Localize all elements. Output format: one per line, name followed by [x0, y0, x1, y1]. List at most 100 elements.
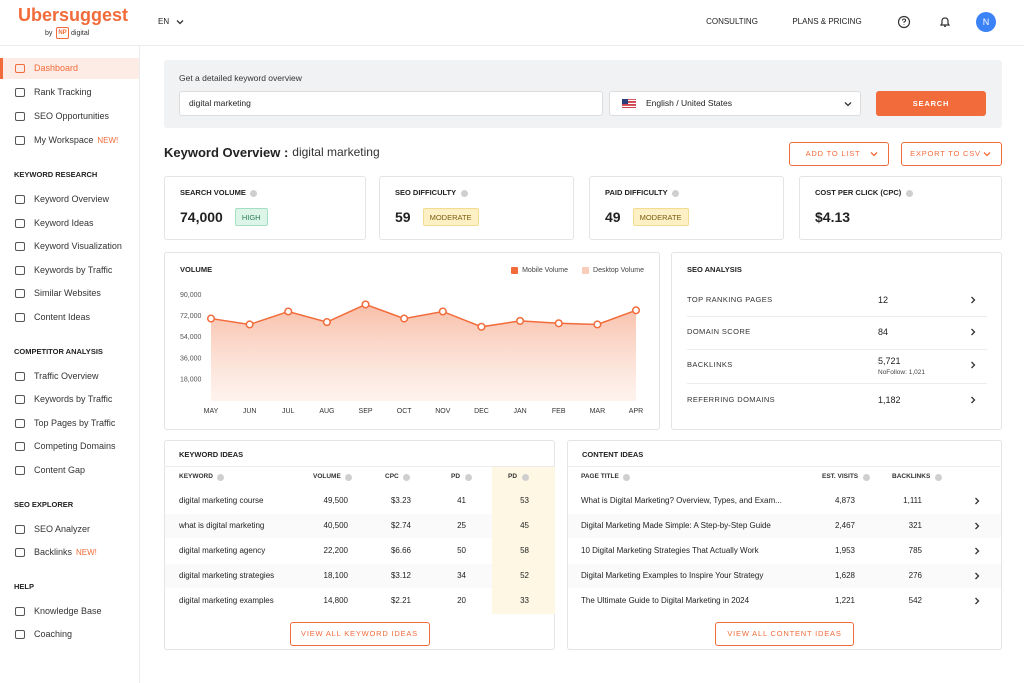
view-all-button[interactable] — [715, 622, 854, 646]
seo-row-value: 1,182 — [878, 394, 901, 405]
nav-label: Keyword Ideas — [34, 217, 94, 228]
nav-icon — [15, 195, 25, 204]
y-tick-label: 54,000 — [180, 334, 202, 341]
y-tick-label: 18,000 — [180, 377, 202, 384]
nav-item[interactable]: Competing Domains — [34, 434, 138, 458]
view-all-button[interactable] — [289, 622, 430, 646]
nav-item[interactable]: My Workspace NEW! — [34, 128, 138, 152]
nav-item[interactable]: Traffic Overview — [34, 364, 138, 388]
legend-item[interactable]: Desktop Volume — [582, 266, 644, 274]
caret-down-icon — [176, 20, 184, 25]
data-point — [554, 319, 563, 328]
help-icon[interactable] — [897, 15, 911, 29]
avatar[interactable] — [976, 12, 996, 32]
table-cell: $2.21 — [390, 596, 411, 605]
nav-item[interactable]: Keyword Ideas — [34, 211, 138, 235]
table-cell: 45 — [520, 521, 529, 530]
nav-item[interactable]: Top Pages by Traffic — [34, 411, 138, 435]
nav-icon — [15, 112, 25, 121]
nav-label: Rank Tracking — [34, 87, 92, 97]
table-cell: $2.74 — [390, 521, 411, 530]
info-icon — [217, 473, 225, 481]
nav-item[interactable]: Keywords by Traffic — [34, 258, 138, 282]
nav-item[interactable]: Keywords by Traffic — [34, 387, 138, 411]
nav-label: Keyword Visualization — [34, 241, 122, 252]
nav-item[interactable]: Rank Tracking — [34, 80, 138, 104]
nav-label: Keywords by Traffic — [34, 264, 113, 275]
chevron-stroke — [975, 522, 980, 530]
table-column-header: KEYWORD — [179, 472, 213, 480]
location-value: English / United States — [646, 98, 732, 109]
nav-item[interactable]: Keyword Overview — [34, 187, 138, 211]
new-badge: NEW! — [97, 135, 119, 145]
y-tick-label: 72,000 — [180, 313, 202, 320]
action-button[interactable] — [789, 142, 889, 166]
avatar-initial: N — [982, 16, 990, 27]
seo-row-value: 12 — [878, 294, 889, 305]
legend-item[interactable]: Mobile Volume — [511, 266, 568, 274]
nav-label: Dashboard — [34, 63, 79, 73]
notifications-icon[interactable] — [938, 15, 952, 29]
data-point — [400, 314, 409, 323]
table-cell: 10 Digital Marketing Strategies That Act… — [581, 546, 759, 555]
nav-icon — [15, 524, 25, 534]
chevron-right-icon — [975, 597, 980, 605]
metric-badge: MODERATE — [632, 208, 689, 226]
legend-label: Desktop Volume — [593, 266, 644, 274]
search-button[interactable] — [876, 91, 986, 116]
logo: Ubersuggest — [18, 5, 129, 25]
seo-row-note: NoFollow: 1,021 — [878, 368, 925, 376]
nav-item[interactable]: Knowledge Base — [34, 599, 138, 623]
data-point — [284, 307, 293, 316]
nav-label: Keywords by Traffic — [34, 394, 113, 405]
language-selector[interactable]: EN — [158, 17, 170, 26]
location-select[interactable] — [609, 91, 861, 116]
nav-item[interactable]: Content Ideas — [34, 305, 138, 329]
table-cell: 58 — [520, 546, 529, 555]
nav-item[interactable]: Backlinks NEW! — [34, 540, 138, 564]
chevron-stroke — [844, 101, 852, 106]
info-icon — [672, 189, 680, 197]
nav-item[interactable]: Content Gap — [34, 458, 138, 482]
metric-label: SEARCH VOLUME — [180, 188, 246, 198]
keyword-input[interactable] — [179, 91, 603, 116]
action-button[interactable] — [901, 142, 1002, 166]
table-cell: digital marketing agency — [179, 546, 266, 555]
seo-row-label: BACKLINKS — [687, 360, 733, 370]
table-cell: $3.23 — [390, 496, 411, 505]
nav-icon — [15, 313, 25, 322]
table-cell: 2,467 — [834, 521, 855, 530]
overview-heading: Keyword Overview : digital marketing — [164, 143, 564, 161]
x-tick-label: JUN — [243, 408, 257, 415]
metric-value: 59 — [395, 209, 411, 225]
table-row-stripe — [568, 514, 1001, 538]
bell-shape — [939, 17, 951, 27]
nav-item[interactable]: Keyword Visualization — [34, 234, 138, 258]
nav-item[interactable]: SEO Opportunities — [34, 104, 138, 128]
table-cell: what is digital marketing — [179, 521, 265, 530]
overview-keyword: digital marketing — [292, 145, 380, 159]
nav-item[interactable]: Coaching — [34, 622, 138, 646]
metric-label: PAID DIFFICULTY — [605, 188, 668, 198]
table-cell: digital marketing examples — [179, 596, 274, 605]
nav-link[interactable]: PLANS & PRICING — [792, 17, 862, 26]
active-nav-indicator — [0, 58, 3, 79]
nav-label: Coaching — [34, 629, 73, 640]
nav-link[interactable]: CONSULTING — [706, 17, 758, 26]
table-cell: 49,500 — [323, 496, 348, 505]
chevron-right-icon — [975, 522, 980, 530]
info-icon — [464, 473, 472, 481]
nav-item[interactable]: Dashboard — [34, 56, 138, 80]
table-cell: $6.66 — [390, 546, 411, 555]
seo-analysis-title: SEO ANALYSIS — [687, 265, 742, 275]
x-tick-label: JUL — [282, 408, 295, 415]
table-cell: digital marketing course — [179, 496, 264, 505]
seo-row-label: DOMAIN SCORE — [687, 327, 751, 337]
nav-item[interactable]: Similar Websites — [34, 281, 138, 305]
seo-row-divider — [687, 382, 987, 384]
nav-icon — [15, 265, 25, 275]
x-tick-label: MAY — [204, 408, 219, 415]
metric-badge-label: HIGH — [241, 212, 261, 222]
nav-item[interactable]: SEO Analyzer — [34, 517, 138, 541]
x-tick-label: AUG — [319, 408, 334, 415]
